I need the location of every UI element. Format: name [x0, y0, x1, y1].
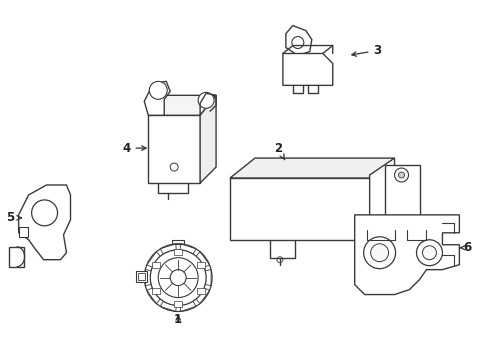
Circle shape	[394, 168, 407, 182]
Circle shape	[158, 258, 198, 298]
Circle shape	[32, 200, 58, 226]
Polygon shape	[180, 301, 196, 311]
Circle shape	[291, 37, 303, 49]
Polygon shape	[196, 252, 209, 267]
Bar	[196, 288, 204, 293]
Polygon shape	[145, 269, 151, 286]
Polygon shape	[146, 288, 160, 303]
Circle shape	[150, 250, 205, 306]
Bar	[174, 249, 182, 255]
Text: 1: 1	[174, 313, 182, 326]
Circle shape	[170, 270, 186, 285]
Text: 3: 3	[351, 44, 381, 57]
Polygon shape	[160, 301, 176, 311]
Polygon shape	[144, 81, 170, 115]
Circle shape	[170, 163, 178, 171]
Text: 5: 5	[6, 211, 21, 224]
Polygon shape	[19, 185, 70, 260]
Polygon shape	[229, 178, 369, 240]
Polygon shape	[9, 247, 23, 267]
Polygon shape	[229, 158, 394, 178]
Polygon shape	[146, 252, 160, 267]
Polygon shape	[384, 165, 419, 245]
Text: 4: 4	[122, 141, 146, 155]
Circle shape	[394, 230, 407, 244]
Bar	[138, 273, 145, 280]
Polygon shape	[196, 288, 209, 303]
Bar	[19, 227, 27, 237]
Polygon shape	[148, 115, 200, 183]
Circle shape	[363, 237, 395, 269]
Circle shape	[370, 244, 388, 262]
Bar	[136, 271, 147, 282]
Text: 6: 6	[459, 241, 470, 254]
Circle shape	[416, 240, 442, 266]
Bar	[151, 262, 160, 268]
Polygon shape	[160, 244, 176, 254]
Polygon shape	[148, 95, 216, 115]
Circle shape	[398, 234, 404, 240]
Circle shape	[198, 92, 214, 108]
Circle shape	[398, 172, 404, 178]
Circle shape	[422, 246, 436, 260]
Bar	[174, 301, 182, 306]
Polygon shape	[200, 95, 216, 183]
Polygon shape	[283, 54, 332, 85]
Polygon shape	[285, 26, 311, 55]
Circle shape	[276, 257, 283, 263]
Text: 2: 2	[273, 141, 284, 160]
Polygon shape	[354, 215, 458, 294]
Polygon shape	[180, 244, 196, 254]
Bar	[196, 262, 204, 268]
Bar	[151, 288, 160, 293]
Polygon shape	[369, 158, 394, 245]
Polygon shape	[205, 269, 211, 286]
Circle shape	[149, 81, 167, 99]
